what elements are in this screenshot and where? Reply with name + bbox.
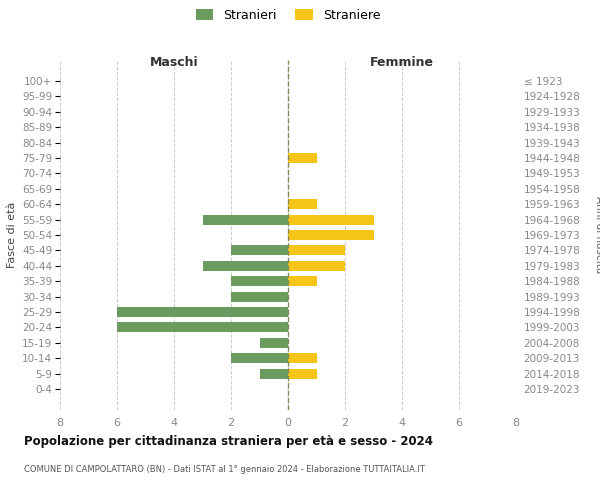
Bar [260, 368, 288, 378]
Bar [203, 214, 288, 224]
Bar [231, 292, 288, 302]
Bar [231, 276, 288, 286]
Text: COMUNE DI CAMPOLATTARO (BN) - Dati ISTAT al 1° gennaio 2024 - Elaborazione TUTTA: COMUNE DI CAMPOLATTARO (BN) - Dati ISTAT… [24, 465, 425, 474]
Bar [231, 354, 288, 364]
Text: Popolazione per cittadinanza straniera per età e sesso - 2024: Popolazione per cittadinanza straniera p… [24, 435, 433, 448]
Y-axis label: Fasce di età: Fasce di età [7, 202, 17, 268]
Bar [288, 276, 317, 286]
Bar [231, 246, 288, 256]
Bar [203, 261, 288, 271]
Y-axis label: Anni di nascita: Anni di nascita [594, 196, 600, 274]
Bar [288, 214, 373, 224]
Text: Femmine: Femmine [370, 56, 434, 68]
Bar [288, 261, 345, 271]
Bar [288, 153, 317, 163]
Legend: Stranieri, Straniere: Stranieri, Straniere [196, 8, 380, 22]
Bar [288, 199, 317, 209]
Bar [288, 246, 345, 256]
Bar [117, 307, 288, 317]
Bar [288, 230, 373, 240]
Text: Maschi: Maschi [149, 56, 199, 68]
Bar [117, 322, 288, 332]
Bar [288, 354, 317, 364]
Bar [288, 368, 317, 378]
Bar [260, 338, 288, 348]
